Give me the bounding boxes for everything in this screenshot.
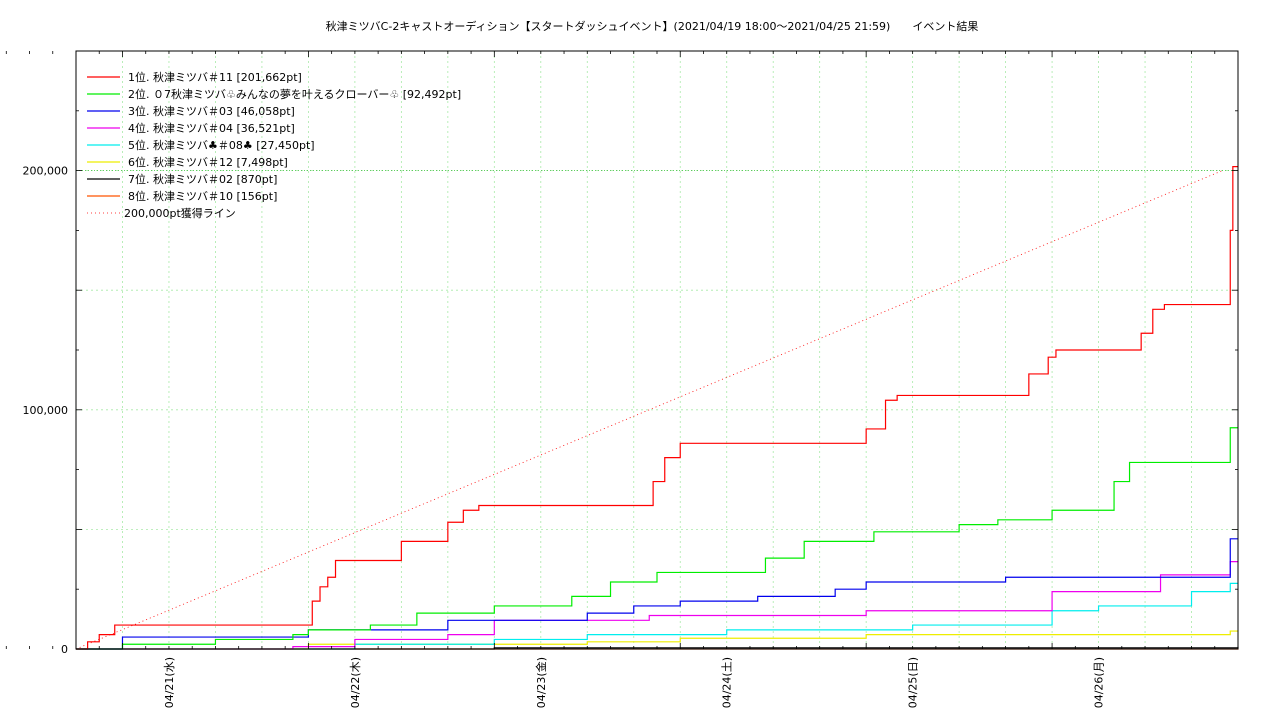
x-tick-label: 04/22(木)	[349, 657, 362, 708]
axis-ticks: 04/20(火)04/21(水)04/22(木)04/23(金)04/24(土)…	[5, 51, 1238, 708]
legend: 1位. 秋津ミツバ＃11 [201,662pt] 2位. ０7秋津ミツバ♧みんなの…	[87, 70, 461, 220]
x-tick-label: 04/24(土)	[721, 657, 734, 708]
y-tick-label: 200,000	[23, 165, 69, 178]
legend-label: 2位. ０7秋津ミツバ♧みんなの夢を叶えるクローバー♧ [92,492pt]	[128, 87, 461, 101]
series-line-1	[76, 166, 1238, 650]
y-tick-label: 0	[61, 643, 68, 656]
grid	[76, 51, 1239, 649]
x-tick-label: 04/26(月)	[1093, 657, 1106, 708]
chart-title: 秋津ミツバC-2キャストオーディション【スタートダッシュイベント】(2021/0…	[326, 19, 979, 33]
legend-label: 5位. 秋津ミツバ♣＃08♣ [27,450pt]	[128, 138, 315, 152]
x-tick-label: 04/21(水)	[163, 657, 176, 708]
series-line-3	[76, 538, 1238, 650]
legend-label: 8位. 秋津ミツバ＃10 [156pt]	[128, 189, 277, 203]
series-line-2	[76, 427, 1238, 650]
x-tick-label: 04/25(日)	[907, 657, 920, 708]
legend-label: 3位. 秋津ミツバ＃03 [46,058pt]	[128, 104, 295, 118]
x-tick-label: 04/23(金)	[534, 657, 548, 708]
y-tick-label: 100,000	[23, 404, 69, 417]
legend-label: 200,000pt獲得ライン	[124, 207, 236, 220]
legend-label: 4位. 秋津ミツバ＃04 [36,521pt]	[128, 121, 295, 135]
legend-label: 6位. 秋津ミツバ＃12 [7,498pt]	[128, 155, 288, 169]
legend-label: 1位. 秋津ミツバ＃11 [201,662pt]	[128, 70, 302, 84]
legend-label: 7位. 秋津ミツバ＃02 [870pt]	[128, 172, 277, 186]
